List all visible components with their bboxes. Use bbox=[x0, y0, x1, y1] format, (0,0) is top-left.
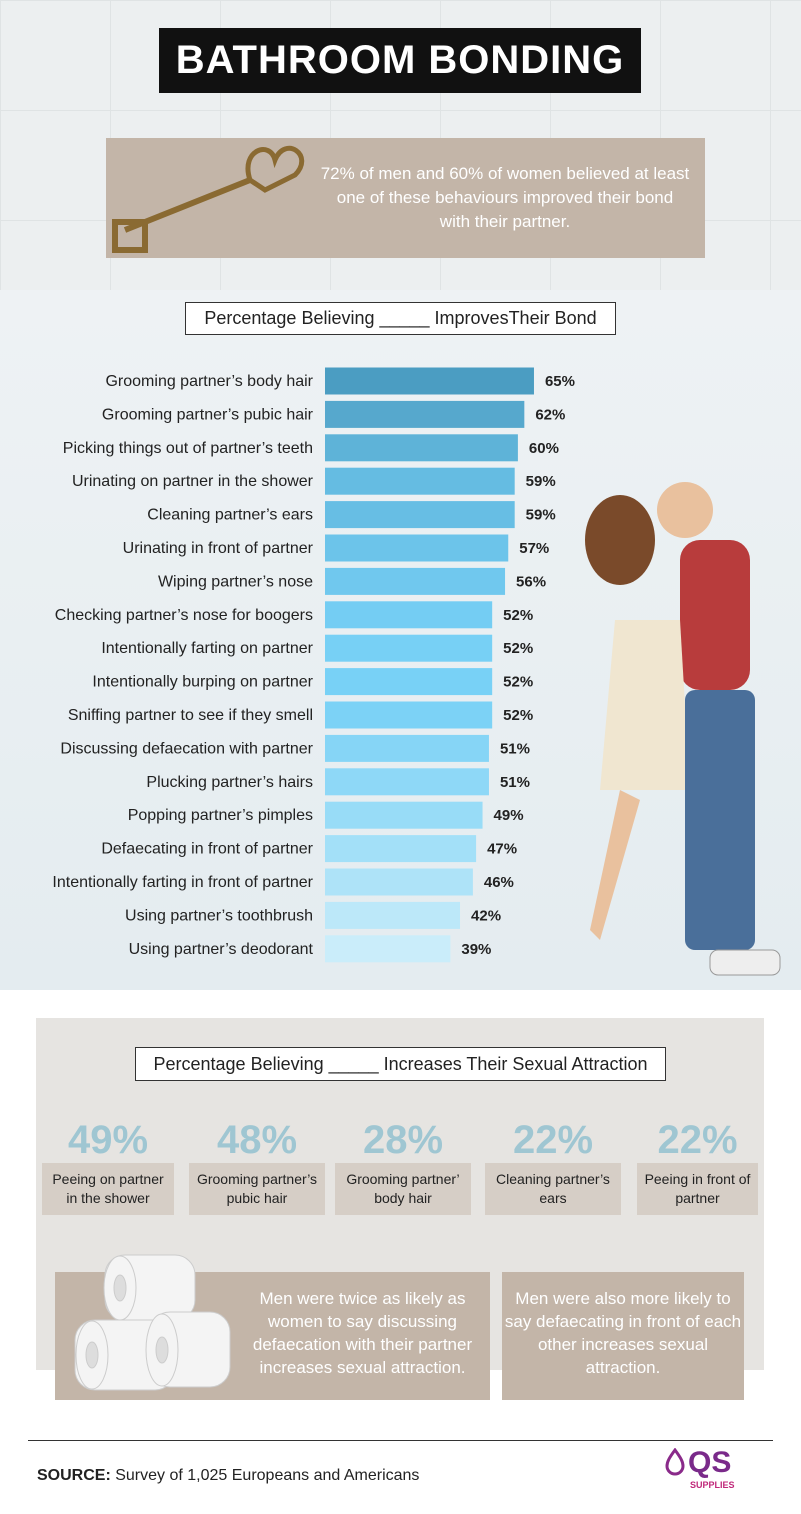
value-label: 60% bbox=[529, 440, 559, 457]
note-text: Men were twice as likely as women to say… bbox=[252, 1289, 473, 1377]
value-label: 52% bbox=[503, 607, 533, 624]
category-label: Picking things out of partner’s teeth bbox=[63, 440, 313, 457]
bar bbox=[325, 801, 483, 829]
stat-label: Grooming partner’s pubic hair bbox=[189, 1163, 325, 1215]
bar bbox=[325, 668, 493, 696]
stat-label: Peeing in front of partner bbox=[637, 1163, 758, 1215]
logo-text: QS bbox=[688, 1446, 732, 1479]
value-label: 52% bbox=[503, 640, 533, 657]
bar bbox=[325, 935, 451, 963]
stat-label: Peeing on partner in the shower bbox=[42, 1163, 174, 1215]
bar bbox=[325, 400, 525, 428]
bar bbox=[325, 634, 493, 662]
bar bbox=[325, 701, 493, 729]
category-label: Wiping partner’s nose bbox=[158, 573, 313, 590]
value-label: 47% bbox=[487, 841, 517, 858]
value-label: 62% bbox=[535, 406, 565, 423]
stat-value: 28% bbox=[362, 1118, 444, 1162]
title: BATHROOM BONDING bbox=[159, 28, 641, 93]
value-label: 46% bbox=[484, 874, 514, 891]
bar bbox=[325, 768, 489, 796]
note-text: Men were also more likely to say defaeca… bbox=[502, 1272, 744, 1400]
category-label: Defaecating in front of partner bbox=[101, 841, 313, 858]
value-label: 42% bbox=[471, 907, 501, 924]
category-label: Urinating on partner in the shower bbox=[72, 473, 314, 490]
source-label: SOURCE: bbox=[37, 1467, 111, 1484]
value-label: 56% bbox=[516, 573, 546, 590]
category-label: Intentionally farting in front of partne… bbox=[52, 874, 313, 891]
value-label: 51% bbox=[500, 774, 530, 791]
key-icon bbox=[112, 145, 305, 253]
logo-sub: SUPPLIES bbox=[690, 1480, 735, 1490]
bar bbox=[325, 868, 473, 896]
value-label: 49% bbox=[494, 807, 524, 824]
category-label: Cleaning partner’s ears bbox=[147, 507, 313, 524]
value-label: 52% bbox=[503, 674, 533, 691]
category-label: Using partner’s deodorant bbox=[129, 941, 314, 958]
stat-value: 22% bbox=[512, 1118, 594, 1162]
source-text: Survey of 1,025 Europeans and Americans bbox=[115, 1467, 420, 1484]
category-label: Urinating in front of partner bbox=[123, 540, 314, 557]
attraction-title: Percentage Believing _____ Increases The… bbox=[135, 1047, 666, 1081]
value-label: 65% bbox=[545, 373, 575, 390]
category-label: Intentionally farting on partner bbox=[101, 640, 313, 657]
bar bbox=[325, 835, 477, 863]
category-label: Sniffing partner to see if they smell bbox=[68, 707, 313, 724]
value-label: 59% bbox=[526, 473, 556, 490]
stat-label: Grooming partner’ body hair bbox=[335, 1163, 471, 1215]
bar bbox=[325, 901, 461, 929]
bar bbox=[325, 567, 506, 595]
value-label: 39% bbox=[461, 941, 491, 958]
source: SOURCE: Survey of 1,025 Europeans and Am… bbox=[37, 1467, 419, 1485]
bar bbox=[325, 734, 489, 762]
category-label: Grooming partner’s body hair bbox=[105, 373, 313, 390]
category-label: Intentionally burping on partner bbox=[92, 674, 313, 691]
category-label: Popping partner’s pimples bbox=[128, 807, 313, 824]
intro-text: 72% of men and 60% of women believed at … bbox=[320, 164, 690, 231]
chart-title: Percentage Believing _____ ImprovesTheir… bbox=[185, 302, 616, 335]
stat-label: Cleaning partner’s ears bbox=[485, 1163, 621, 1215]
value-label: 52% bbox=[503, 707, 533, 724]
category-label: Discussing defaecation with partner bbox=[60, 740, 313, 757]
stat-value: 49% bbox=[67, 1118, 149, 1162]
category-label: Plucking partner’s hairs bbox=[146, 774, 313, 791]
bar-chart: Grooming partner’s body hair 65% Grooming … bbox=[52, 367, 575, 963]
logo-icon bbox=[665, 1448, 685, 1476]
category-label: Using partner’s toothbrush bbox=[125, 907, 313, 924]
value-label: 57% bbox=[519, 540, 549, 557]
bar bbox=[325, 501, 515, 529]
value-label: 59% bbox=[526, 507, 556, 524]
divider bbox=[28, 1440, 773, 1441]
stat-value: 48% bbox=[216, 1118, 298, 1162]
bar bbox=[325, 534, 509, 562]
bar bbox=[325, 601, 493, 629]
category-label: Checking partner’s nose for boogers bbox=[55, 607, 313, 624]
bar bbox=[325, 367, 534, 395]
category-label: Grooming partner’s pubic hair bbox=[102, 406, 314, 423]
stat-value: 22% bbox=[657, 1118, 738, 1162]
couple-illustration bbox=[585, 482, 781, 976]
toilet-roll-icon bbox=[74, 1254, 231, 1391]
bar bbox=[325, 467, 515, 495]
value-label: 51% bbox=[500, 740, 530, 757]
bar bbox=[325, 434, 518, 462]
